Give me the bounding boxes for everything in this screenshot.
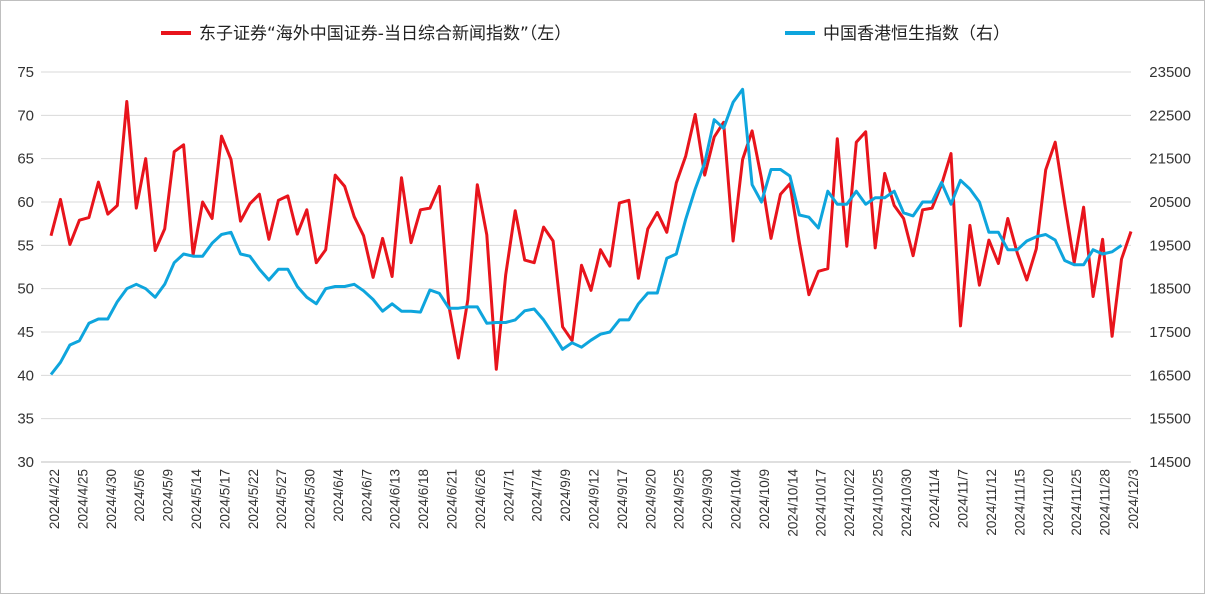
x-tick-label: 2024/5/17 xyxy=(217,469,232,529)
x-tick-label: 2024/4/22 xyxy=(47,469,62,529)
series-line-news-index xyxy=(49,100,1133,371)
x-tick-label: 2024/6/21 xyxy=(445,469,460,529)
x-tick-label: 2024/9/30 xyxy=(700,469,715,529)
x-tick-label: 2024/9/9 xyxy=(558,469,573,522)
legend: 东子证券“海外中国证券-当日综合新闻指数”（左） 中国香港恒生指数（右） xyxy=(161,24,1010,44)
x-tick-label: 2024/10/14 xyxy=(785,469,800,537)
y-right-tick-label: 21500 xyxy=(1149,151,1191,168)
x-tick-label: 2024/9/20 xyxy=(643,469,658,529)
x-tick-label: 2024/7/4 xyxy=(530,469,545,522)
y-left-tick-label: 60 xyxy=(17,194,34,211)
x-axis: 2024/4/22 2024/4/25 2024/4/30 2024/5/6 2024/… xyxy=(41,461,1141,537)
y-right-tick-label: 16500 xyxy=(1149,367,1191,384)
y-left-tick-label: 40 xyxy=(17,367,34,384)
series-line-hang-seng xyxy=(49,87,1123,376)
y-right-tick-label: 19500 xyxy=(1149,237,1191,254)
x-tick-label: 2024/5/14 xyxy=(189,469,204,530)
x-tick-label: 2024/7/1 xyxy=(501,469,516,522)
y-left-tick-label: 65 xyxy=(17,151,34,168)
y-left-tick-label: 35 xyxy=(17,411,34,428)
x-tick-label: 2024/6/7 xyxy=(359,469,374,522)
x-tick-label: 2024/10/4 xyxy=(728,469,743,530)
x-tick-label: 2024/11/7 xyxy=(956,469,971,528)
legend-label-news-index: 东子证券“海外中国证券-当日综合新闻指数”（左） xyxy=(199,24,571,44)
y-axis-left: 30 35 40 45 50 55 60 65 70 75 xyxy=(17,64,34,471)
x-tick-label: 2024/5/30 xyxy=(303,469,318,529)
y-axis-right: 14500 15500 16500 17500 18500 19500 20500 21500… xyxy=(1149,64,1191,471)
x-tick-label: 2024/10/9 xyxy=(757,469,772,529)
x-tick-label: 2024/11/20 xyxy=(1041,469,1056,536)
x-tick-label: 2024/11/12 xyxy=(984,469,999,536)
x-tick-label: 2024/4/25 xyxy=(75,469,90,529)
y-left-tick-label: 45 xyxy=(17,324,34,341)
legend-label-hang-seng: 中国香港恒生指数（右） xyxy=(823,24,1010,44)
x-tick-label: 2024/6/4 xyxy=(331,469,346,522)
x-tick-label: 2024/10/17 xyxy=(814,469,829,537)
y-right-tick-label: 18500 xyxy=(1149,281,1191,298)
y-left-tick-label: 30 xyxy=(17,454,34,471)
x-tick-label: 2024/10/22 xyxy=(842,469,857,537)
x-tick-label: 2024/11/4 xyxy=(927,469,942,529)
x-tick-label: 2024/10/30 xyxy=(899,469,914,537)
x-tick-label: 2024/5/6 xyxy=(132,469,147,522)
y-left-tick-label: 50 xyxy=(17,281,34,298)
y-left-tick-label: 75 xyxy=(17,64,34,81)
x-tick-label: 2024/9/25 xyxy=(672,469,687,529)
x-tick-label: 2024/10/25 xyxy=(870,469,885,537)
y-right-tick-label: 15500 xyxy=(1149,411,1191,428)
x-tick-label: 2024/9/17 xyxy=(615,469,630,529)
x-tick-label: 2024/5/9 xyxy=(161,469,176,522)
y-right-tick-label: 17500 xyxy=(1149,324,1191,341)
x-tick-label: 2024/11/15 xyxy=(1012,469,1027,536)
x-tick-label: 2024/6/18 xyxy=(416,469,431,529)
grid-layer xyxy=(41,71,1131,463)
x-tick-label: 2024/11/28 xyxy=(1098,469,1113,536)
x-tick-label: 2024/5/22 xyxy=(246,469,261,529)
y-right-tick-label: 22500 xyxy=(1149,107,1191,124)
x-tick-label: 2024/6/26 xyxy=(473,469,488,529)
x-tick-label: 2024/12/3 xyxy=(1126,469,1141,529)
x-tick-label: 2024/11/25 xyxy=(1069,469,1084,536)
series-layer xyxy=(49,87,1133,376)
y-left-tick-label: 70 xyxy=(17,107,34,124)
x-tick-label: 2024/5/27 xyxy=(274,469,289,529)
x-tick-label: 2024/6/13 xyxy=(388,469,403,529)
y-left-tick-label: 55 xyxy=(17,237,34,254)
y-right-tick-label: 20500 xyxy=(1149,194,1191,211)
y-right-tick-label: 14500 xyxy=(1149,454,1191,471)
x-tick-label: 2024/9/12 xyxy=(587,469,602,529)
y-right-tick-label: 23500 xyxy=(1149,64,1191,81)
x-tick-label: 2024/4/30 xyxy=(104,469,119,529)
